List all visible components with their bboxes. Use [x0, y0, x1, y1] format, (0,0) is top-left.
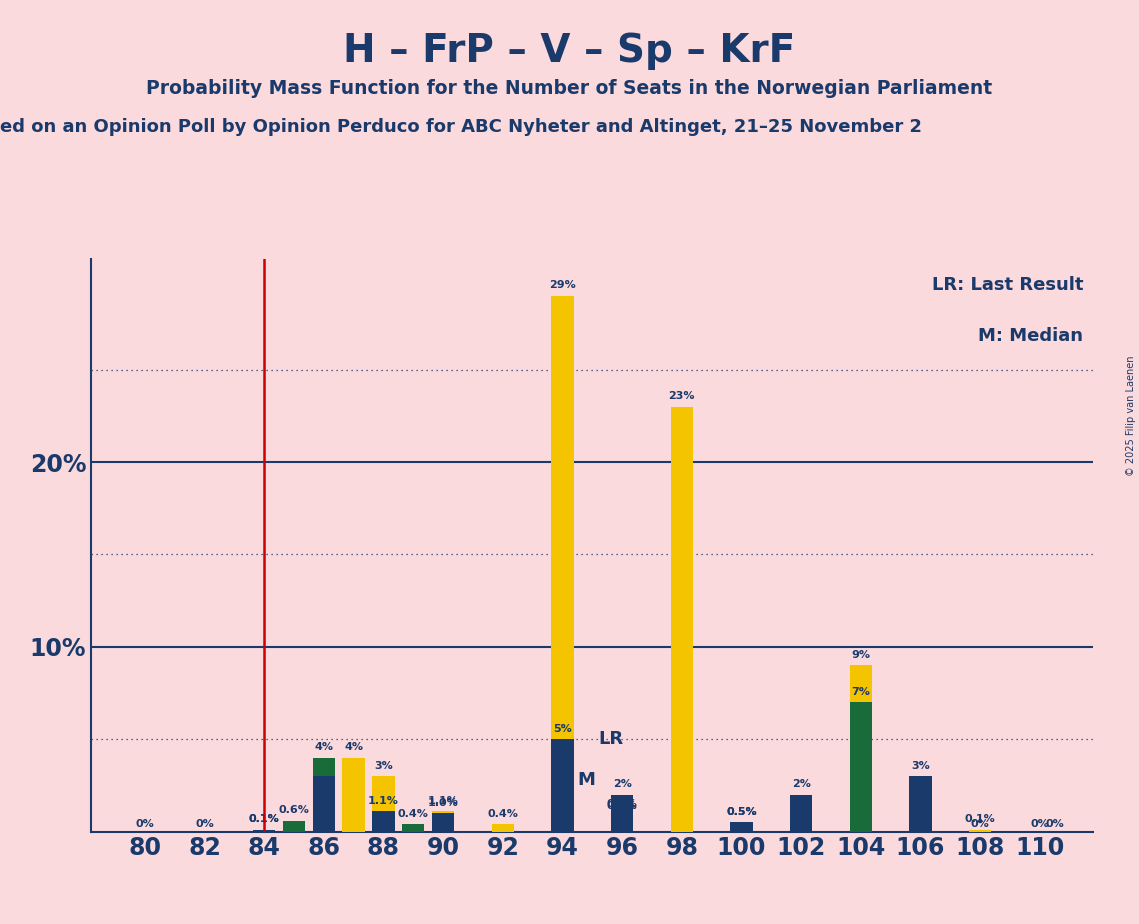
Text: 23%: 23%	[669, 391, 695, 401]
Bar	[253, 830, 276, 832]
Text: 0%: 0%	[1031, 819, 1049, 829]
Text: H – FrP – V – Sp – KrF: H – FrP – V – Sp – KrF	[343, 32, 796, 70]
Text: 2%: 2%	[792, 779, 811, 789]
Text: 0.1%: 0.1%	[248, 814, 279, 824]
Text: 0.4%: 0.4%	[487, 808, 518, 819]
Bar	[611, 795, 633, 832]
Text: 2%: 2%	[613, 779, 631, 789]
Text: 0.4%: 0.4%	[398, 808, 428, 819]
Bar	[611, 815, 633, 832]
Text: M: Median: M: Median	[978, 327, 1083, 346]
Text: M: M	[577, 771, 596, 789]
Text: 4%: 4%	[314, 742, 334, 752]
Text: 1.1%: 1.1%	[427, 796, 459, 806]
Text: 0.5%: 0.5%	[727, 807, 756, 817]
Text: 1.0%: 1.0%	[428, 797, 459, 808]
Bar	[611, 817, 633, 832]
Text: 0%: 0%	[136, 819, 154, 829]
Text: © 2025 Filip van Laenen: © 2025 Filip van Laenen	[1125, 356, 1136, 476]
Bar	[850, 702, 872, 832]
Bar	[850, 665, 872, 832]
Text: 3%: 3%	[314, 760, 334, 771]
Bar	[312, 776, 335, 832]
Bar	[909, 776, 932, 832]
Text: 3%: 3%	[911, 760, 929, 771]
Text: 3%: 3%	[374, 760, 393, 771]
Bar	[432, 811, 454, 832]
Bar	[402, 824, 425, 832]
Text: 0%: 0%	[1046, 819, 1064, 829]
Bar	[969, 830, 991, 832]
Text: 0.6%: 0.6%	[279, 805, 310, 815]
Text: 9%: 9%	[851, 650, 870, 660]
Text: 1.1%: 1.1%	[368, 796, 399, 806]
Bar	[282, 821, 305, 832]
Bar	[551, 739, 574, 832]
Text: 0%: 0%	[970, 819, 990, 829]
Bar	[551, 296, 574, 832]
Text: 29%: 29%	[549, 280, 576, 290]
Text: ed on an Opinion Poll by Opinion Perduco for ABC Nyheter and Altinget, 21–25 Nov: ed on an Opinion Poll by Opinion Perduco…	[0, 118, 921, 136]
Bar	[492, 824, 514, 832]
Text: 0.1%: 0.1%	[248, 814, 279, 824]
Bar	[671, 407, 693, 832]
Text: 4%: 4%	[344, 742, 363, 752]
Text: 0.1%: 0.1%	[965, 814, 995, 824]
Text: Probability Mass Function for the Number of Seats in the Norwegian Parliament: Probability Mass Function for the Number…	[147, 79, 992, 98]
Text: LR: Last Result: LR: Last Result	[932, 276, 1083, 294]
Bar	[432, 813, 454, 832]
Bar	[253, 830, 276, 832]
Bar	[312, 758, 335, 832]
Bar	[343, 758, 364, 832]
Text: 0.8%: 0.8%	[607, 801, 638, 811]
Bar	[730, 822, 753, 832]
Bar	[372, 811, 394, 832]
Bar	[730, 822, 753, 832]
Text: 0%: 0%	[195, 819, 214, 829]
Text: LR: LR	[598, 730, 623, 748]
Text: 7%: 7%	[851, 687, 870, 697]
Bar	[790, 795, 812, 832]
Text: 5%: 5%	[554, 723, 572, 734]
Bar	[372, 776, 394, 832]
Text: 0.5%: 0.5%	[727, 807, 756, 817]
Text: 0.9%: 0.9%	[607, 799, 638, 809]
